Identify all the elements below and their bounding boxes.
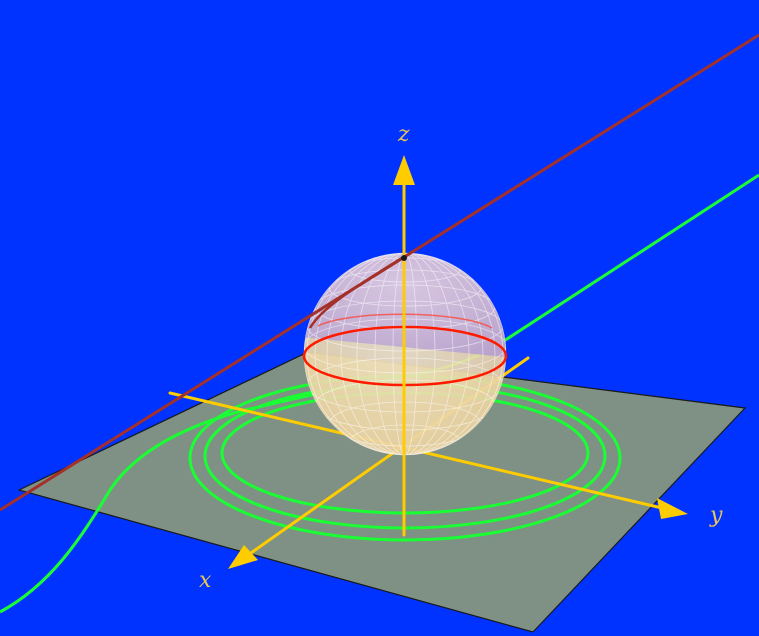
z-axis-label: z [397,122,410,147]
x-axis-label: x [199,568,212,593]
red-curve [0,33,759,512]
x-arrowhead [228,545,258,569]
y-axis-label: y [709,503,723,528]
z-arrowhead [393,155,415,185]
arrowheads [228,155,688,569]
north-pole-point [401,255,407,261]
y-arrowhead [657,498,688,519]
red-curve-arc [308,256,403,329]
